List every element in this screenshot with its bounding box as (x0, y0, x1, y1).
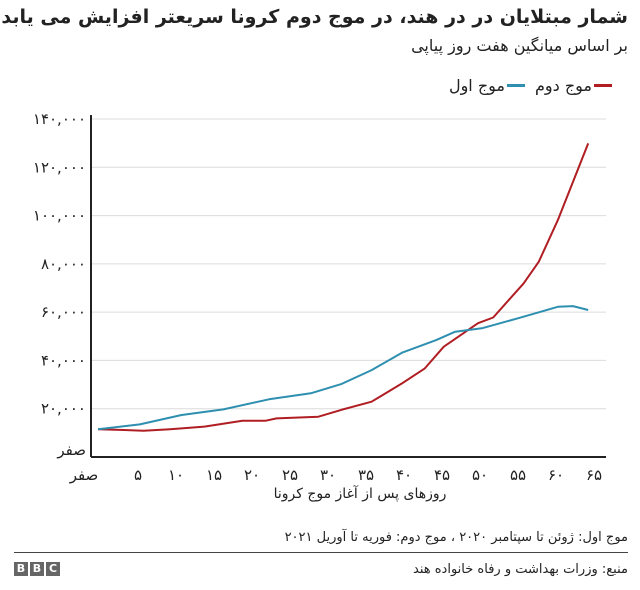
x-axis-label: روزهای پس از آغاز موج کرونا (273, 486, 447, 502)
x-tick-label: ۳۰ (320, 466, 336, 484)
y-tick-label: ۶۰,۰۰۰ (41, 303, 86, 321)
x-tick-label: صفر (69, 466, 99, 484)
legend: موج دوم موج اول (449, 76, 612, 95)
legend-label-first-wave: موج اول (448, 76, 505, 95)
y-tick-label: ۱۲۰,۰۰۰ (33, 158, 86, 176)
footer-divider (14, 552, 628, 553)
legend-label-second-wave: موج دوم (534, 76, 592, 95)
x-tick-label: ۱۰ (168, 466, 184, 484)
chart-subtitle: بر اساس میانگین هفت روز پیاپی (411, 36, 628, 55)
x-tick-label: ۵۵ (510, 466, 526, 484)
x-tick-label: ۵۰ (472, 466, 488, 484)
chart-title: شمار مبتلایان در در هند، در موج دوم کرون… (1, 6, 628, 28)
y-tick-label: صفر (56, 441, 86, 459)
legend-item-second-wave: موج دوم (535, 76, 612, 95)
y-tick-label: ۱۰۰,۰۰۰ (33, 207, 86, 225)
legend-swatch-second-wave (594, 84, 612, 87)
x-tick-label: ۲۵ (282, 466, 298, 484)
x-tick-label: ۶۵ (586, 466, 602, 484)
x-tick-label: ۲۰ (244, 466, 260, 484)
x-tick-label: ۵ (134, 466, 142, 484)
line-chart: صفر ۲۰,۰۰۰ ۴۰,۰۰۰ ۶۰,۰۰۰ ۸۰,۰۰۰ ۱۰۰,۰۰۰ ۱۲۰,۰۰… (33, 110, 606, 484)
y-tick-label: ۲۰,۰۰۰ (41, 400, 86, 418)
y-tick-label: ۸۰,۰۰۰ (41, 255, 86, 273)
legend-swatch-first-wave (506, 84, 525, 87)
x-tick-label: ۴۰ (396, 466, 412, 484)
x-tick-label: ۳۵ (358, 466, 374, 484)
x-tick-label: ۴۵ (434, 466, 450, 484)
series-line-second-wave (97, 143, 590, 432)
y-tick-label: ۴۰,۰۰۰ (41, 351, 86, 369)
x-tick-label: ۱۵ (206, 466, 222, 484)
source-note: منبع: وزرات بهداشت و رفاه خانواده هند (413, 562, 628, 577)
series-line-first-wave (97, 305, 589, 431)
y-tick-label: ۱۴۰,۰۰۰ (33, 110, 86, 128)
x-tick-label: ۶۰ (548, 466, 564, 484)
footnote: موج اول: ژوئن تا سپتامبر ۲۰۲۰ ، موج دوم:… (284, 530, 628, 545)
legend-item-first-wave: موج اول (449, 76, 525, 95)
